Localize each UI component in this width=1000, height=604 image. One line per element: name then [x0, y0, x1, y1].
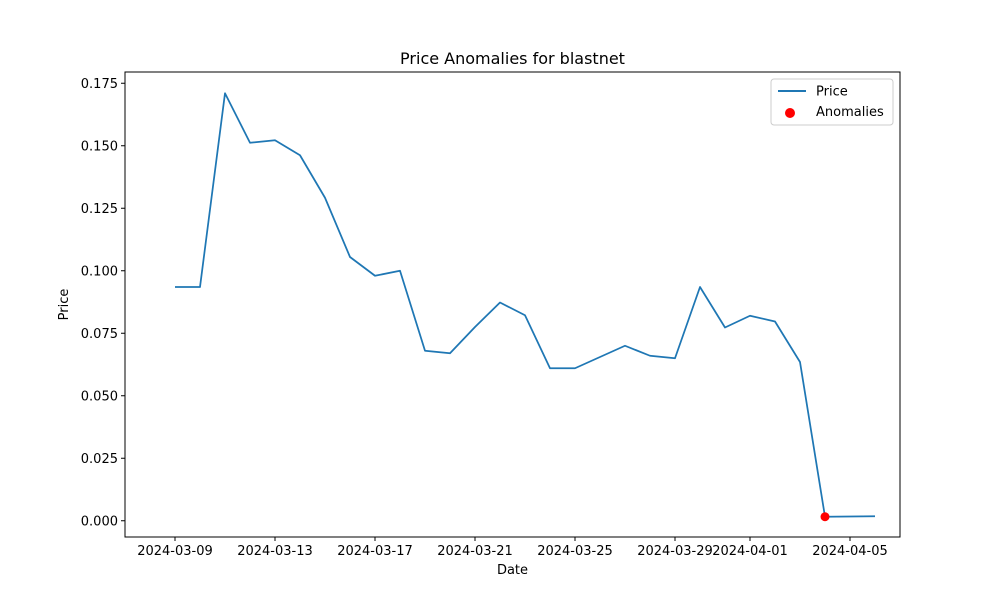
- anomaly-point: [820, 512, 830, 522]
- legend-marker-swatch: [785, 108, 795, 118]
- x-tick-label: 2024-03-21: [437, 544, 513, 559]
- y-tick-label: 0.000: [81, 514, 118, 529]
- x-tick-label: 2024-03-17: [337, 544, 413, 559]
- chart-title: Price Anomalies for blastnet: [400, 49, 625, 68]
- y-tick-label: 0.150: [81, 139, 118, 154]
- axis-ticks: 0.000 0.025 0.050 0.075 0.100 0.125 0.150 0.175…: [81, 77, 888, 559]
- plot-area: [175, 92, 876, 522]
- x-axis-label: Date: [497, 563, 528, 578]
- y-tick-label: 0.100: [81, 264, 118, 279]
- x-tick-label: 2024-03-29: [637, 544, 713, 559]
- axes-frame: [124, 71, 901, 538]
- x-tick-label: 2024-04-01: [712, 544, 788, 559]
- legend-label-anomalies: Anomalies: [816, 105, 884, 120]
- x-tick-label: 2024-03-09: [137, 544, 213, 559]
- x-tick-label: 2024-03-25: [537, 544, 613, 559]
- price-line: [175, 92, 876, 518]
- x-tick-label: 2024-04-05: [812, 544, 888, 559]
- y-tick-label: 0.025: [81, 452, 118, 467]
- y-axis-label: Price: [57, 289, 72, 321]
- y-tick-label: 0.175: [81, 77, 118, 92]
- legend-label-price: Price: [816, 85, 848, 100]
- y-tick-label: 0.050: [81, 389, 118, 404]
- x-tick-label: 2024-03-13: [237, 544, 313, 559]
- y-tick-label: 0.125: [81, 202, 118, 217]
- y-tick-label: 0.075: [81, 327, 118, 342]
- legend: Price Anomalies: [770, 78, 894, 126]
